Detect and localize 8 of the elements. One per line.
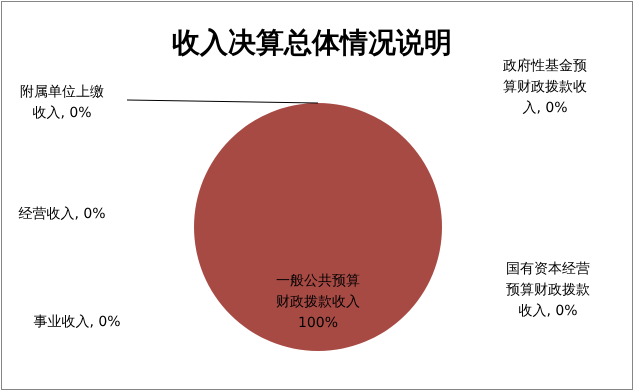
category-label: 国有资本经营预算财政拨款收入, 0% [506,261,590,319]
slice-label: 一般公共预算财政拨款收入 [276,273,360,310]
category-label: 附属单位上缴收入, 0% [20,84,104,121]
category-label: 经营收入, 0% [18,206,106,222]
data-label: 100% [298,315,338,331]
category-label: 政府性基金预算财政拨款收入, 0% [503,58,587,116]
category-label: 事业收入, 0% [33,314,121,330]
chart-title: 收入决算总体情况说明 [172,28,452,59]
